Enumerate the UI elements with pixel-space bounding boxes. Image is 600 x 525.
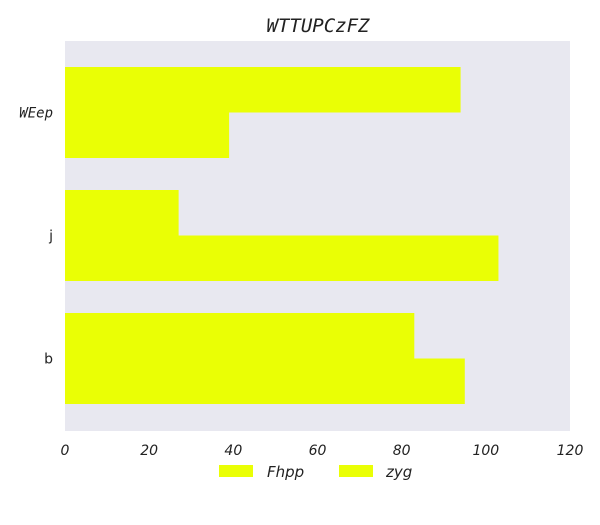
y-tick-label: j: [48, 229, 53, 245]
bar-Fhpp-j: [65, 190, 179, 236]
bars-group: [65, 67, 499, 404]
bar-zyg-WEep: [65, 112, 230, 158]
bar-zyg-b: [65, 358, 465, 404]
y-tick-label: WEep: [19, 106, 53, 122]
legend: Fhpp zyg: [219, 463, 412, 481]
x-tick-label: 120: [557, 443, 584, 459]
bar-Fhpp-WEep: [65, 67, 461, 113]
x-tick-label: 100: [472, 443, 499, 459]
x-tick-label: 80: [393, 443, 411, 459]
x-tick-label: 60: [309, 443, 327, 459]
x-axis-ticks: 0 20 40 60 80 100 120: [61, 443, 584, 459]
legend-swatch-zyg: [339, 465, 373, 477]
legend-label-zyg: zyg: [385, 463, 412, 481]
x-tick-label: 40: [224, 443, 242, 459]
legend-label-Fhpp: Fhpp: [267, 463, 304, 481]
x-tick-label: 0: [61, 443, 70, 459]
x-tick-label: 20: [140, 443, 158, 459]
chart-title: WTTUPCzFZ: [267, 15, 371, 37]
legend-swatch-Fhpp: [219, 465, 253, 477]
y-axis-ticks: WEep j b: [19, 106, 53, 368]
bar-Fhpp-b: [65, 313, 415, 359]
bar-zyg-j: [65, 235, 499, 281]
y-tick-label: b: [44, 352, 53, 368]
